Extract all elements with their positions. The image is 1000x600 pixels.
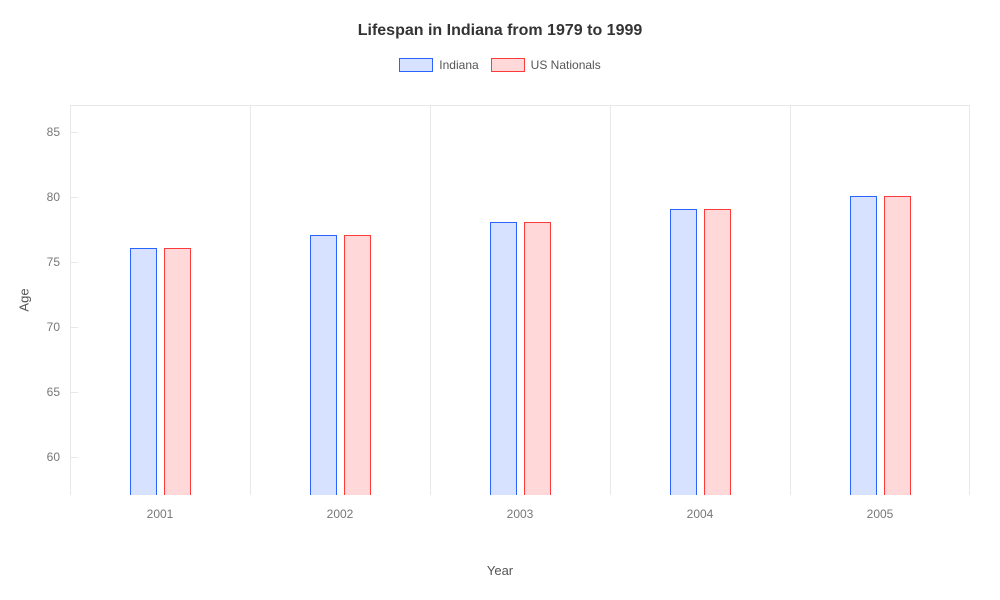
bar-indiana [670,209,697,495]
gridline-vertical [790,106,791,495]
y-tick [70,262,78,263]
bar-indiana [130,248,157,495]
bar-us-nationals [164,248,191,495]
y-axis-title: Age [17,288,32,311]
y-tick [70,197,78,198]
legend-swatch-us-nationals [491,58,525,72]
bar-indiana [310,235,337,495]
gridline-vertical [250,106,251,495]
bar-us-nationals [884,196,911,495]
gridline-vertical [70,106,71,495]
bar-us-nationals [524,222,551,495]
bar-indiana [850,196,877,495]
legend-label: Indiana [439,58,478,72]
x-tick-label: 2001 [147,495,174,521]
y-tick [70,392,78,393]
legend-swatch-indiana [399,58,433,72]
legend: Indiana US Nationals [0,58,1000,72]
x-tick-label: 2002 [327,495,354,521]
bar-us-nationals [344,235,371,495]
plot-area: 60657075808520012002200320042005 [70,105,970,495]
chart-container: Lifespan in Indiana from 1979 to 1999 In… [0,0,1000,600]
x-axis-title: Year [487,563,513,578]
y-tick-label: 85 [47,125,70,139]
x-tick-label: 2005 [867,495,894,521]
y-tick [70,132,78,133]
bar-indiana [490,222,517,495]
legend-label: US Nationals [531,58,601,72]
y-tick [70,327,78,328]
x-tick-label: 2003 [507,495,534,521]
y-tick-label: 70 [47,320,70,334]
y-tick [70,457,78,458]
bar-us-nationals [704,209,731,495]
gridline-vertical [610,106,611,495]
y-tick-label: 80 [47,190,70,204]
y-tick-label: 60 [47,450,70,464]
gridline-vertical [430,106,431,495]
chart-title: Lifespan in Indiana from 1979 to 1999 [0,0,1000,40]
y-tick-label: 75 [47,255,70,269]
legend-item-indiana: Indiana [399,58,478,72]
x-tick-label: 2004 [687,495,714,521]
y-tick-label: 65 [47,385,70,399]
legend-item-us-nationals: US Nationals [491,58,601,72]
